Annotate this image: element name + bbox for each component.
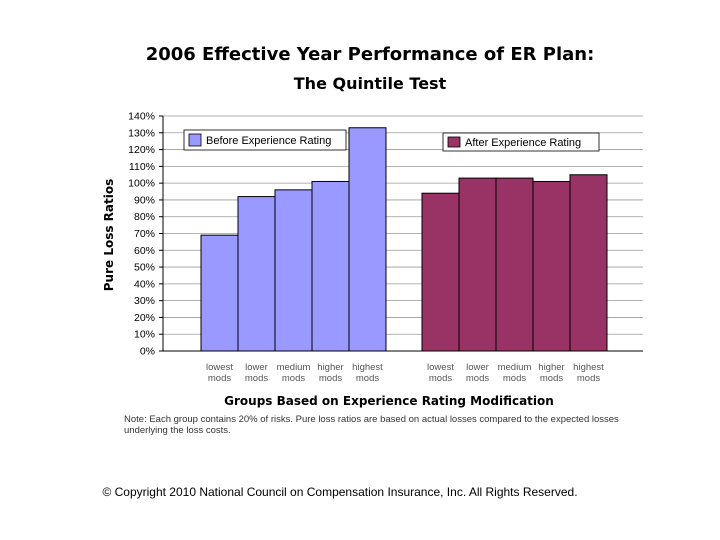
legend-swatch xyxy=(188,133,202,147)
y-tick-label: 50% xyxy=(134,262,155,274)
x-tick-label: highest xyxy=(352,362,383,373)
bar xyxy=(495,177,534,352)
legend-label: Before Experience Rating xyxy=(206,135,331,147)
x-tick-label: mods xyxy=(540,373,563,384)
y-tick-label: 130% xyxy=(128,127,155,139)
x-tick-label: mods xyxy=(577,373,600,384)
x-tick-label: lower xyxy=(466,362,489,373)
x-tick-label: mods xyxy=(282,373,305,384)
x-tick-label: lower xyxy=(245,362,268,373)
bar xyxy=(237,196,276,352)
x-tick-label: lowest xyxy=(206,362,233,373)
bars xyxy=(200,127,608,352)
bar xyxy=(458,177,497,352)
legend: Before Experience Rating After Experience… xyxy=(183,129,600,152)
x-tick-label: higher xyxy=(538,362,564,373)
bar xyxy=(532,180,571,352)
legend-item: Before Experience Rating xyxy=(183,129,347,151)
legend-item: After Experience Rating xyxy=(442,132,600,152)
y-tick-label: 70% xyxy=(134,228,155,240)
x-tick-label: medium xyxy=(498,362,532,373)
bar xyxy=(200,234,239,352)
axes xyxy=(159,115,643,352)
bar xyxy=(311,180,350,352)
bar xyxy=(274,189,313,352)
x-tick-label: mods xyxy=(503,373,526,384)
x-tick-label: mods xyxy=(429,373,452,384)
chart-title: 2006 Effective Year Performance of ER Pl… xyxy=(145,44,595,65)
x-tick-label: highest xyxy=(573,362,604,373)
legend-swatch xyxy=(447,136,461,148)
legend-label: After Experience Rating xyxy=(465,137,581,149)
x-tick-label: mods xyxy=(466,373,489,384)
bar xyxy=(348,127,387,352)
y-tick-label: 90% xyxy=(134,194,155,206)
bar xyxy=(569,174,608,352)
y-tick-label: 30% xyxy=(134,295,155,307)
chart-note: Note: Each group contains 20% of risks. … xyxy=(124,414,619,436)
x-tick-label: mods xyxy=(208,373,231,384)
x-tick-label: higher xyxy=(317,362,343,373)
y-tick-label: 20% xyxy=(134,312,155,324)
y-tick-label: 60% xyxy=(134,245,155,257)
copyright-footer: © Copyright 2010 National Council on Com… xyxy=(102,485,578,499)
x-tick-label: mods xyxy=(319,373,342,384)
x-tick-label: mods xyxy=(245,373,268,384)
y-tick-label: 110% xyxy=(129,161,155,173)
chart-subtitle: The Quintile Test xyxy=(293,74,447,93)
bar xyxy=(421,192,460,352)
y-tick-label: 10% xyxy=(134,329,155,341)
y-tick-label: 0% xyxy=(140,346,155,358)
y-tick-label: 140% xyxy=(128,111,155,123)
y-tick-label: 120% xyxy=(128,144,155,156)
y-tick-label: 80% xyxy=(134,211,155,223)
y-tick-label: 40% xyxy=(134,278,155,290)
x-axis-label: Groups Based on Experience Rating Modifi… xyxy=(224,394,554,408)
y-tick-label: 100% xyxy=(128,178,155,190)
x-tick-label: mods xyxy=(356,373,379,384)
tick-labels: 0% 10% 20% 30% 40% 50% 60% 70% 80% 90% 100% 110% 120… xyxy=(128,111,604,385)
x-tick-label: medium xyxy=(277,362,311,373)
y-axis-label: Pure Loss Ratios xyxy=(102,179,116,292)
x-tick-label: lowest xyxy=(427,362,454,373)
legend-box xyxy=(183,129,347,151)
legend-box xyxy=(442,132,600,152)
